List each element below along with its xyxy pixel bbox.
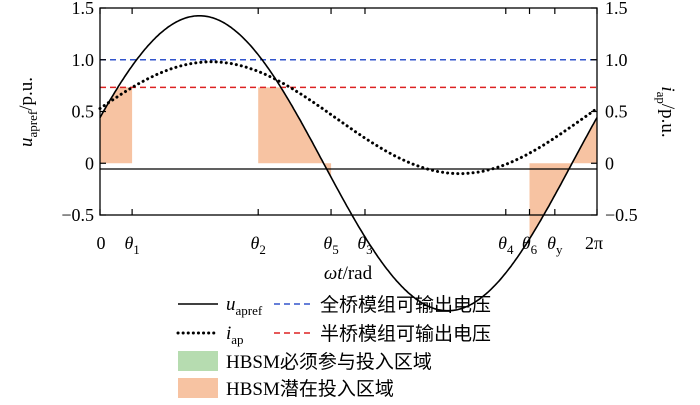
- x-tick-label: θy: [547, 233, 563, 257]
- x-tick-label: 0: [97, 233, 106, 253]
- series-line-0: [99, 15, 598, 312]
- x-tick-label: θ2: [251, 233, 266, 257]
- legend: uapref 全桥模组可输出电压 iap 半桥模组可输出电压 HBSM必须参与投入区域 H…: [176, 294, 491, 400]
- x-tick-label: θ1: [124, 233, 139, 257]
- y-tick-label-right: 1.0: [605, 50, 628, 70]
- y-axis-label-left: uapref/p.u.: [16, 77, 40, 147]
- y-tick-label-right: 0.5: [605, 102, 628, 122]
- plot-frame: [99, 7, 598, 216]
- axes: −0.5 −0.50 00.5 0.51.0 1.01.5 1.50 θ1 θ2 θ5 θ3 θ4 θ…: [61, 0, 637, 257]
- legend-label-2: iap: [226, 323, 244, 347]
- reference-lines: [100, 59, 597, 89]
- legend-swatch-5: [178, 378, 218, 398]
- y-tick-label-right: 1.5: [605, 0, 628, 18]
- region-1-part-1: [258, 87, 332, 178]
- x-tick-label: θ3: [357, 233, 372, 257]
- x-tick-label: θ6: [522, 233, 538, 257]
- legend-label-3: 半桥模组可输出电压: [320, 323, 491, 345]
- legend-label-5: HBSM潜在投入区域: [226, 378, 394, 400]
- x-tick-label: θ5: [323, 233, 338, 257]
- y-axis-label-right: iap/p.u.: [654, 86, 678, 137]
- axis-labels: ωt/rad uapref/p.u. iap/p.u.: [16, 77, 678, 284]
- y-tick-label-left: 1.0: [72, 50, 95, 70]
- y-tick-label-right: 0: [605, 153, 614, 173]
- x-tick-label: θ4: [498, 233, 514, 257]
- legend-label-1: 全桥模组可输出电压: [320, 294, 491, 316]
- y-tick-label-left: −0.5: [61, 205, 94, 225]
- series-line-1: [98, 60, 599, 176]
- y-tick-label-left: 0: [85, 153, 94, 173]
- x-axis-label: ωt/rad: [324, 263, 373, 284]
- y-tick-label-right: −0.5: [605, 205, 638, 225]
- region-1-part-0: [100, 87, 133, 164]
- legend-label-4: HBSM必须参与投入区域: [226, 351, 432, 373]
- legend-swatch-4: [178, 351, 218, 371]
- x-tick-label: 2π: [585, 233, 603, 253]
- legend-label-0: uapref: [226, 294, 263, 318]
- y-tick-label-left: 1.5: [72, 0, 95, 18]
- series-lines: [98, 15, 599, 312]
- y-tick-label-left: 0.5: [72, 102, 95, 122]
